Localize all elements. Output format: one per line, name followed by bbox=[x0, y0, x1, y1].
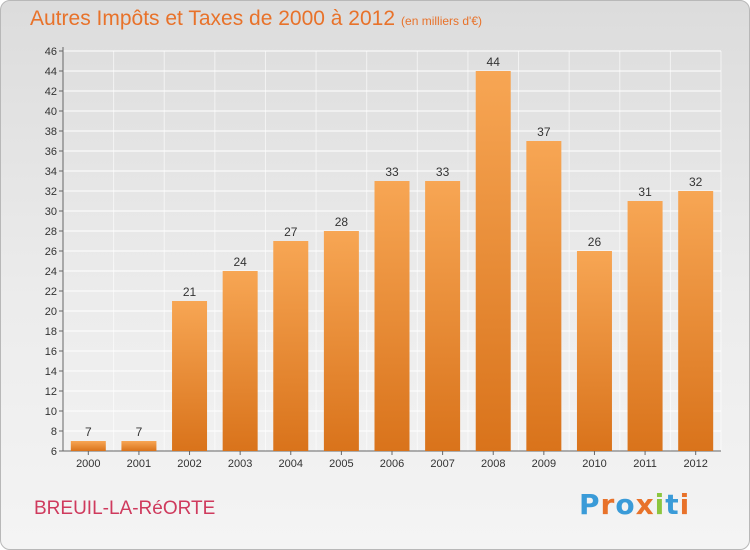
y-tick-label: 28 bbox=[45, 226, 57, 238]
x-tick-label: 2005 bbox=[329, 458, 353, 470]
y-tick-label: 14 bbox=[45, 366, 57, 378]
logo-letter: x bbox=[635, 488, 655, 521]
chart-title-block: Autres Impôts et Taxes de 2000 à 2012 (en… bbox=[30, 7, 482, 31]
bar bbox=[627, 201, 663, 451]
data-label: 33 bbox=[436, 165, 450, 179]
data-label: 28 bbox=[335, 215, 349, 229]
data-label: 31 bbox=[638, 185, 652, 199]
bar bbox=[70, 441, 106, 451]
bar bbox=[273, 241, 309, 451]
bar bbox=[323, 231, 359, 451]
x-tick-label: 2012 bbox=[683, 458, 707, 470]
data-label: 32 bbox=[689, 175, 703, 189]
data-label: 24 bbox=[233, 255, 247, 269]
y-tick-label: 10 bbox=[45, 406, 57, 418]
x-tick-label: 2004 bbox=[279, 458, 303, 470]
data-label: 26 bbox=[588, 235, 602, 249]
bar bbox=[121, 441, 157, 451]
y-tick-label: 46 bbox=[45, 46, 57, 58]
chart-title: Autres Impôts et Taxes de 2000 à 2012 bbox=[30, 7, 396, 30]
bar bbox=[172, 301, 208, 451]
bars bbox=[70, 71, 714, 451]
x-tick-label: 2006 bbox=[380, 458, 404, 470]
logo-letter: t bbox=[665, 488, 680, 521]
data-label: 27 bbox=[284, 225, 298, 239]
bar bbox=[374, 181, 410, 451]
bar bbox=[576, 251, 612, 451]
y-tick-label: 36 bbox=[45, 146, 57, 158]
bar bbox=[475, 71, 511, 451]
data-label: 7 bbox=[136, 425, 143, 439]
bar bbox=[678, 191, 714, 451]
y-tick-label: 44 bbox=[45, 66, 57, 78]
data-label: 44 bbox=[487, 55, 501, 69]
logo-letter: P bbox=[579, 488, 601, 521]
y-tick-label: 40 bbox=[45, 106, 57, 118]
y-tick-label: 38 bbox=[45, 126, 57, 138]
x-tick-label: 2008 bbox=[481, 458, 505, 470]
x-tick-label: 2000 bbox=[76, 458, 100, 470]
data-label: 7 bbox=[85, 425, 92, 439]
x-tick-label: 2007 bbox=[430, 458, 454, 470]
chart-subtitle: (en milliers d'€) bbox=[401, 14, 483, 28]
x-tick-label: 2011 bbox=[633, 458, 657, 470]
y-tick-label: 8 bbox=[51, 426, 57, 438]
bar bbox=[425, 181, 461, 451]
y-tick-label: 24 bbox=[45, 266, 57, 278]
y-tick-label: 20 bbox=[45, 306, 57, 318]
data-labels: 7 7 21 24 27 28 33 33 44 37 26 31 32 bbox=[85, 55, 703, 439]
bar bbox=[222, 271, 258, 451]
y-tick-label: 42 bbox=[45, 86, 57, 98]
y-tick-label: 34 bbox=[45, 166, 57, 178]
data-label: 37 bbox=[537, 125, 551, 139]
y-tick-label: 30 bbox=[45, 206, 57, 218]
logo-letter: r bbox=[600, 488, 616, 521]
y-tick-label: 32 bbox=[45, 186, 57, 198]
data-label: 21 bbox=[183, 285, 197, 299]
location-name: BREUIL-LA-RéORTE bbox=[34, 498, 216, 519]
y-tick-label: 6 bbox=[51, 446, 57, 458]
logo-letter: i bbox=[679, 488, 691, 521]
data-label: 33 bbox=[385, 165, 399, 179]
y-tick-label: 12 bbox=[45, 386, 57, 398]
x-tick-label: 2003 bbox=[228, 458, 252, 470]
proxiti-logo: Proxiti bbox=[579, 488, 690, 521]
x-tick-label: 2001 bbox=[127, 458, 151, 470]
logo-letter: o bbox=[615, 488, 636, 521]
y-tick-label: 16 bbox=[45, 346, 57, 358]
x-tick-label: 2009 bbox=[532, 458, 556, 470]
y-tick-label: 18 bbox=[45, 326, 57, 338]
bar bbox=[526, 141, 562, 451]
y-tick-label: 26 bbox=[45, 246, 57, 258]
x-tick-label: 2002 bbox=[177, 458, 201, 470]
logo-letter: i bbox=[654, 488, 666, 521]
x-tick-label: 2010 bbox=[582, 458, 606, 470]
y-tick-label: 22 bbox=[45, 286, 57, 298]
